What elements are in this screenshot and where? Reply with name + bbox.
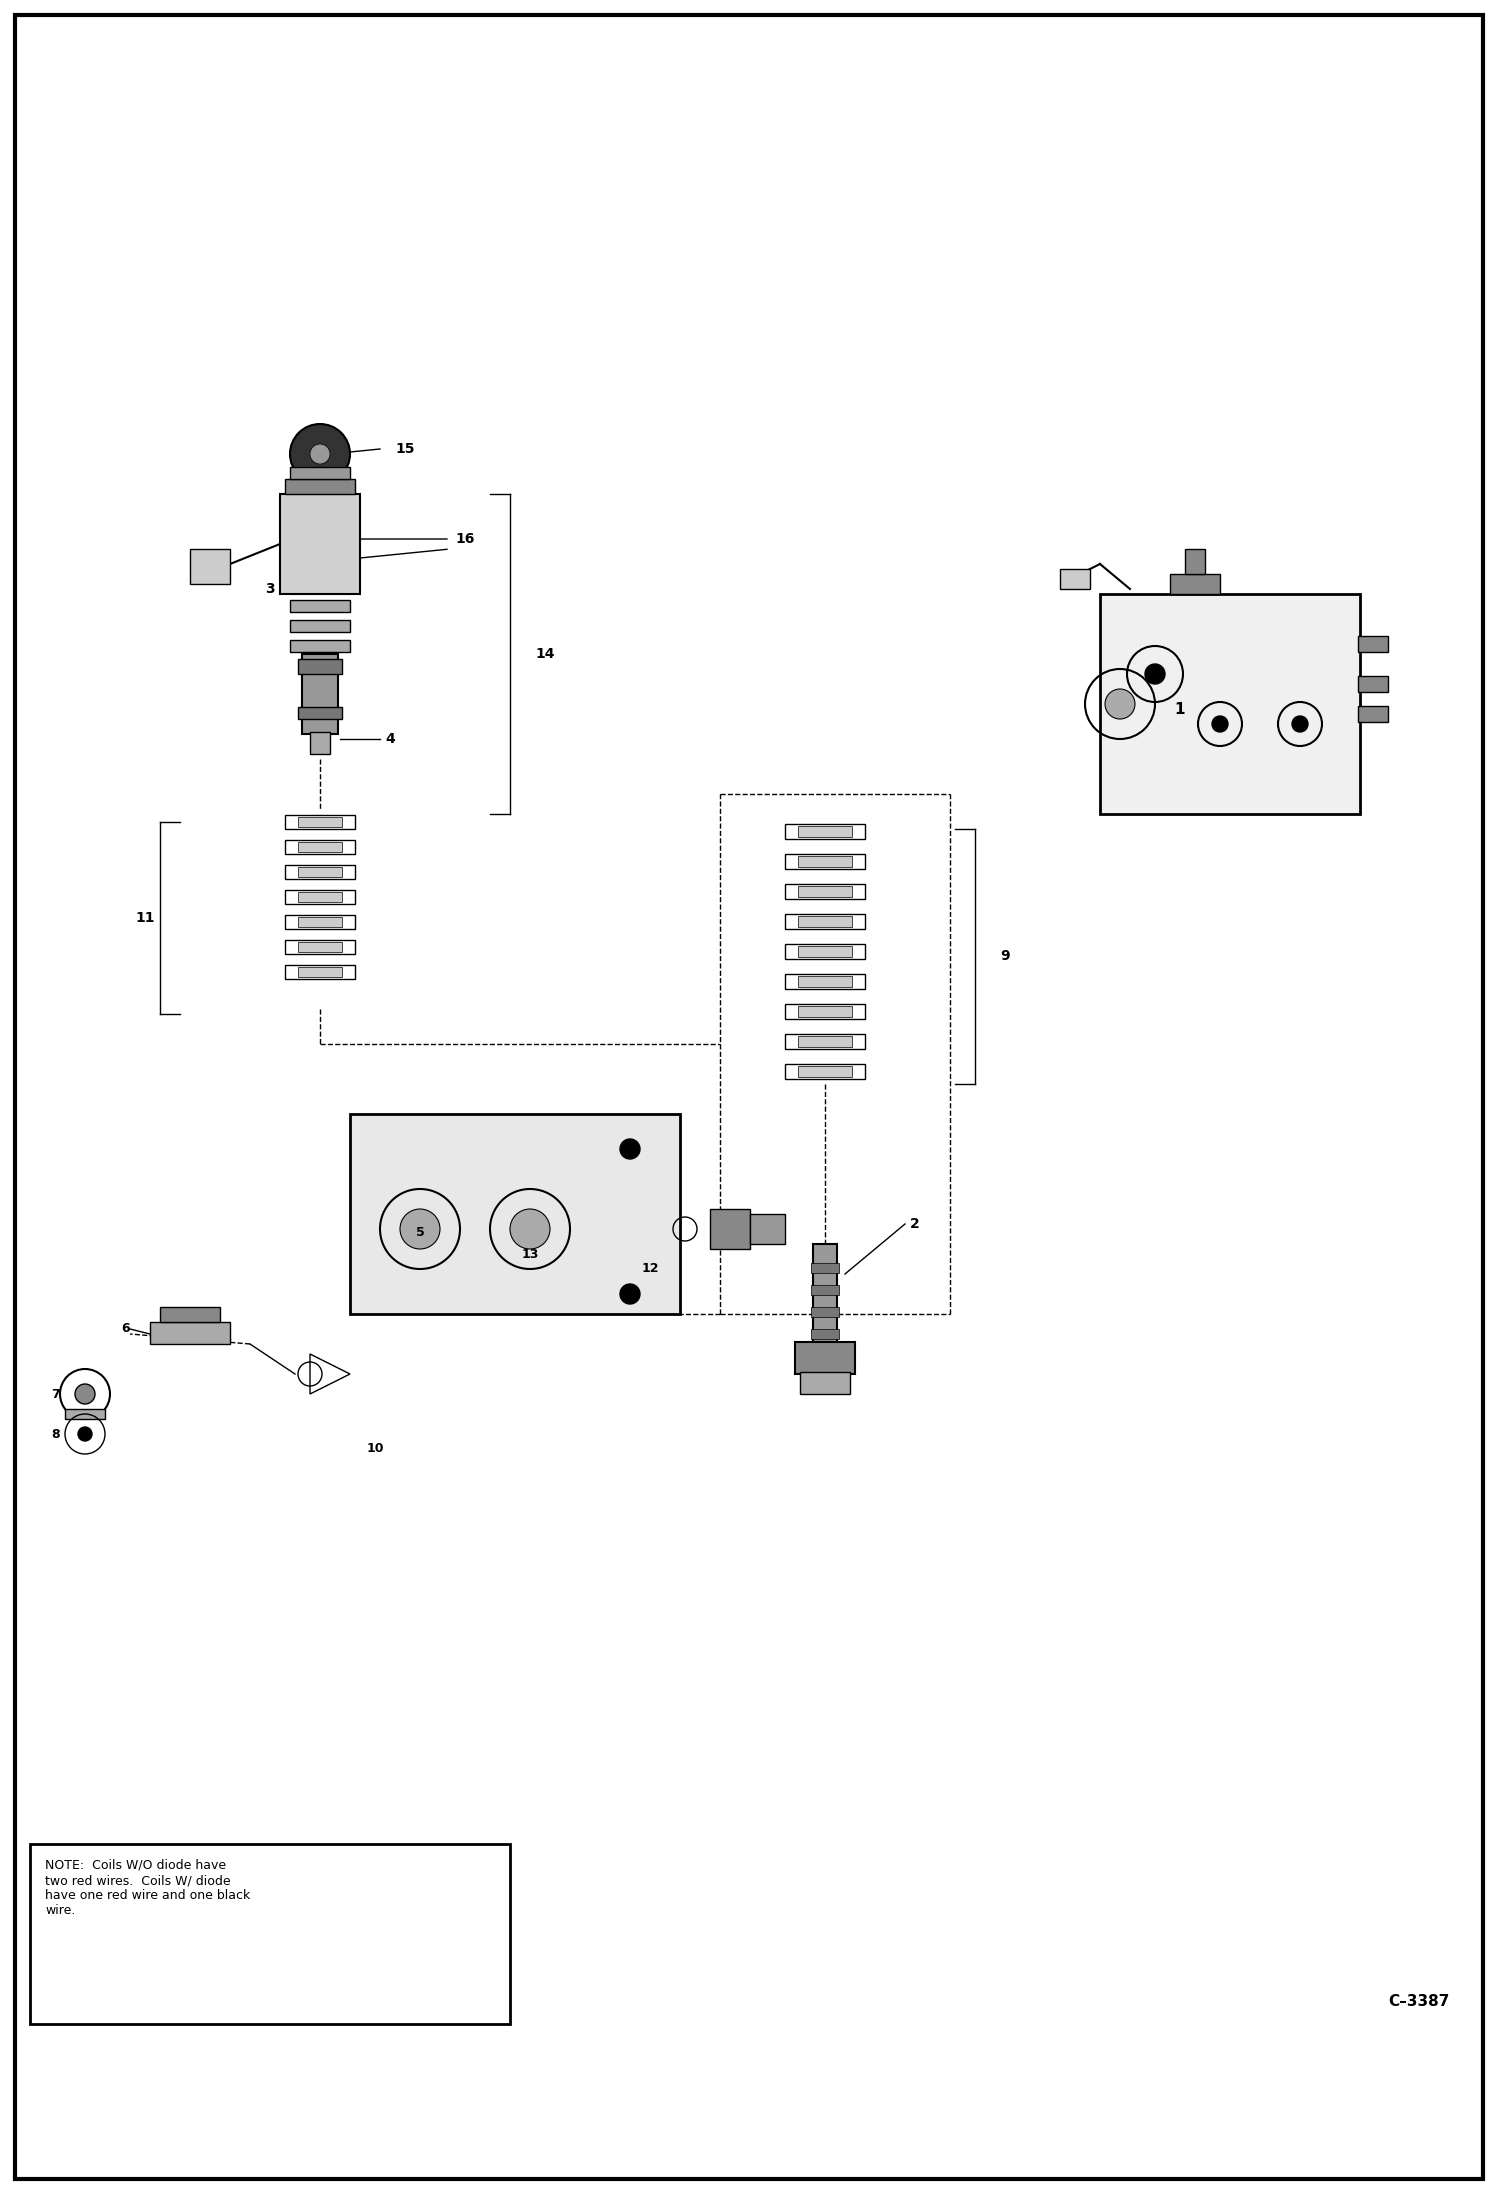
- Circle shape: [620, 1139, 640, 1158]
- Text: 9: 9: [1001, 950, 1010, 963]
- Bar: [798, 856, 852, 867]
- Bar: [298, 893, 342, 902]
- Text: 13: 13: [521, 1248, 539, 1262]
- Bar: [798, 917, 852, 928]
- Text: 6: 6: [121, 1323, 130, 1336]
- Bar: [798, 1036, 852, 1047]
- Bar: [285, 814, 355, 829]
- Bar: [750, 1213, 785, 1244]
- Bar: [285, 939, 355, 954]
- Bar: [795, 1343, 855, 1373]
- Bar: [785, 1033, 864, 1049]
- Bar: [285, 965, 355, 979]
- Bar: [785, 853, 864, 869]
- Bar: [785, 974, 864, 989]
- Bar: [810, 1308, 839, 1316]
- Bar: [298, 941, 342, 952]
- Bar: [785, 825, 864, 838]
- Bar: [785, 884, 864, 900]
- Text: 8: 8: [51, 1428, 60, 1441]
- Text: 12: 12: [641, 1262, 659, 1275]
- Text: 4: 4: [385, 733, 395, 746]
- Bar: [1359, 676, 1389, 691]
- Bar: [30, 1843, 509, 2025]
- Circle shape: [75, 1384, 94, 1404]
- Bar: [800, 1371, 849, 1393]
- Bar: [810, 1286, 839, 1294]
- Bar: [291, 621, 351, 632]
- Bar: [785, 1005, 864, 1018]
- Bar: [298, 917, 342, 928]
- Circle shape: [620, 1283, 640, 1303]
- Bar: [798, 886, 852, 897]
- Bar: [285, 915, 355, 928]
- Circle shape: [1212, 715, 1228, 733]
- Circle shape: [1106, 689, 1135, 720]
- Bar: [298, 968, 342, 976]
- Text: 10: 10: [366, 1441, 383, 1455]
- Text: NOTE:  Coils W/O diode have
two red wires.  Coils W/ diode
have one red wire and: NOTE: Coils W/O diode have two red wires…: [45, 1858, 250, 1918]
- Circle shape: [400, 1209, 440, 1248]
- Circle shape: [1144, 665, 1165, 685]
- Bar: [285, 864, 355, 880]
- Circle shape: [291, 423, 351, 485]
- Text: 1: 1: [1174, 702, 1185, 717]
- Bar: [798, 946, 852, 957]
- Bar: [810, 1330, 839, 1338]
- Bar: [798, 825, 852, 836]
- Text: C–3387: C–3387: [1389, 1994, 1450, 2010]
- Bar: [285, 840, 355, 853]
- Bar: [298, 867, 342, 878]
- Bar: [280, 494, 360, 595]
- Circle shape: [1291, 715, 1308, 733]
- Bar: [1100, 595, 1360, 814]
- Text: 7: 7: [51, 1387, 60, 1400]
- Bar: [785, 1064, 864, 1079]
- Text: 2: 2: [909, 1218, 920, 1231]
- Bar: [291, 467, 351, 478]
- Bar: [310, 733, 330, 755]
- Text: 15: 15: [395, 441, 415, 456]
- Bar: [64, 1409, 105, 1420]
- Text: 3: 3: [265, 581, 274, 597]
- Bar: [298, 658, 342, 674]
- Circle shape: [78, 1426, 91, 1441]
- Bar: [303, 654, 339, 735]
- Bar: [798, 1066, 852, 1077]
- Bar: [785, 915, 864, 928]
- Bar: [1061, 568, 1091, 588]
- Text: 16: 16: [455, 531, 475, 546]
- Bar: [710, 1209, 750, 1248]
- Bar: [1185, 548, 1204, 575]
- Bar: [351, 1115, 680, 1314]
- Text: 11: 11: [135, 911, 154, 926]
- Bar: [190, 548, 231, 584]
- Bar: [798, 1007, 852, 1018]
- Polygon shape: [310, 1354, 351, 1393]
- Bar: [285, 891, 355, 904]
- Bar: [298, 706, 342, 720]
- Bar: [810, 1264, 839, 1273]
- Bar: [1359, 636, 1389, 652]
- Bar: [1170, 575, 1219, 595]
- Bar: [285, 478, 355, 494]
- Circle shape: [310, 443, 330, 463]
- Bar: [298, 816, 342, 827]
- Text: 5: 5: [415, 1226, 424, 1237]
- Bar: [798, 976, 852, 987]
- Bar: [150, 1323, 231, 1345]
- Bar: [298, 842, 342, 851]
- Bar: [291, 599, 351, 612]
- Circle shape: [509, 1209, 550, 1248]
- Bar: [160, 1308, 220, 1323]
- Bar: [785, 943, 864, 959]
- Bar: [291, 641, 351, 652]
- Bar: [1359, 706, 1389, 722]
- Bar: [813, 1244, 837, 1345]
- Text: 14: 14: [535, 647, 554, 660]
